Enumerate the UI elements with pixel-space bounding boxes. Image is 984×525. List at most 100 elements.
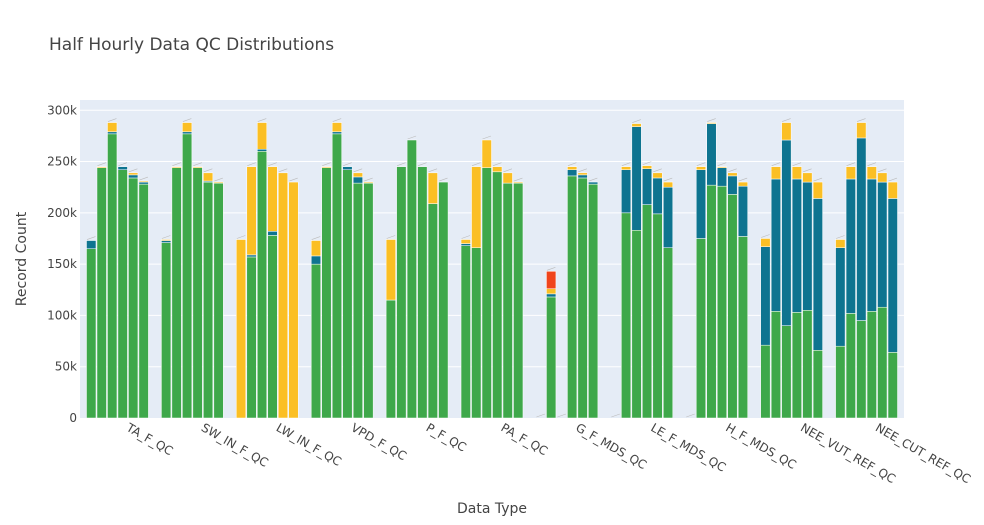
bar-segment — [696, 169, 706, 239]
bar-segment — [696, 166, 706, 171]
bar-segment — [331, 133, 342, 419]
bar-segment — [236, 239, 247, 419]
bar-total-annotation — [161, 235, 171, 239]
bar-total-annotation — [482, 135, 492, 140]
y-tick-label: 250k — [47, 155, 77, 169]
bar-segment — [760, 246, 771, 346]
bar-segment — [481, 167, 492, 419]
bar-total-annotation — [107, 118, 117, 122]
bar-segment — [182, 122, 193, 133]
bar-segment — [128, 172, 139, 176]
bar-segment — [791, 312, 802, 419]
bar-total-annotation — [588, 177, 598, 182]
bar-total-annotation — [546, 267, 556, 271]
bar-total-annotation — [567, 162, 577, 166]
x-tick-label: TA_F_QC — [123, 420, 175, 458]
bar-segment — [182, 131, 193, 135]
bar-segment — [760, 344, 771, 419]
bar-segment — [577, 172, 588, 176]
bar-segment — [460, 239, 471, 244]
bar-segment — [128, 174, 139, 179]
bar-segment — [363, 181, 374, 184]
x-tick-label: G_F_MDS_QC — [573, 420, 649, 472]
bar-segment — [331, 122, 342, 133]
bar-segment — [642, 204, 653, 419]
bar-total-annotation — [877, 168, 887, 173]
bar-segment — [567, 175, 578, 419]
bar-segment — [588, 183, 599, 419]
bar-total-annotation — [503, 168, 513, 173]
bar-segment — [727, 194, 738, 419]
bar-segment — [107, 133, 118, 419]
bar-segment — [171, 166, 182, 168]
bar-total-annotation — [118, 162, 128, 166]
bar-segment — [877, 172, 888, 183]
bar-segment — [716, 185, 727, 419]
bar-segment — [856, 137, 867, 321]
bar-segment — [812, 350, 823, 419]
bar-segment — [96, 166, 107, 168]
bar-segment — [770, 311, 781, 419]
bar-segment — [781, 325, 792, 419]
bar-total-annotation — [97, 162, 107, 166]
y-tick-label: 300k — [47, 103, 77, 117]
bar-segment — [128, 177, 139, 419]
bar-segment — [513, 181, 524, 184]
x-tick-label: SW_IN_F_QC — [199, 420, 271, 469]
bar-total-annotation — [332, 118, 342, 122]
bar-segment — [802, 310, 813, 419]
bar-segment — [652, 213, 663, 419]
x-tick-label: P_F_QC — [424, 420, 469, 454]
bar-segment — [288, 181, 299, 419]
bar-segment — [257, 151, 268, 419]
bar-total-annotation — [471, 162, 481, 166]
bar-segment — [727, 172, 738, 177]
bar-segment — [802, 181, 813, 311]
bar-segment — [845, 166, 856, 180]
bar-segment — [267, 166, 278, 232]
bar-segment — [696, 238, 706, 419]
bar-segment — [213, 181, 224, 184]
bar-total-annotation — [835, 235, 845, 239]
y-tick-label: 0 — [69, 411, 77, 425]
bar-total-annotation — [813, 177, 823, 182]
bar-segment — [213, 182, 224, 419]
bar-segment — [812, 198, 823, 351]
bar-segment — [621, 169, 632, 214]
bar-total-annotation — [203, 168, 213, 173]
bar-segment — [546, 271, 557, 289]
bar-total-annotation — [268, 162, 277, 166]
bar-total-annotation — [257, 118, 267, 122]
bar-segment — [417, 166, 428, 419]
bar-segment — [652, 177, 663, 215]
bar-total-annotation — [407, 135, 417, 140]
bar-segment — [396, 166, 407, 419]
bar-segment — [161, 242, 172, 419]
bar-segment — [182, 133, 193, 419]
bar-total-annotation — [888, 177, 898, 182]
bar-total-annotation — [611, 413, 620, 418]
bar-total-annotation — [792, 162, 802, 166]
bar-segment — [107, 131, 118, 135]
chart-title: Half Hourly Data QC Distributions — [49, 35, 334, 55]
bar-segment — [663, 247, 674, 419]
bar-segment — [321, 167, 332, 419]
bar-segment — [845, 178, 856, 314]
bar-segment — [471, 247, 482, 419]
bar-segment — [856, 122, 867, 139]
bar-segment — [502, 172, 513, 184]
y-tick-label: 200k — [47, 206, 77, 220]
bar-segment — [856, 320, 867, 419]
bar-segment — [546, 288, 557, 295]
bar-segment — [866, 166, 877, 180]
bar-segment — [278, 172, 288, 419]
bar-total-annotation — [738, 177, 748, 182]
bar-segment — [385, 299, 396, 419]
bar-segment — [791, 178, 802, 313]
bar-total-annotation — [761, 234, 770, 238]
bar-segment — [577, 174, 588, 179]
bar-segment — [716, 166, 727, 168]
bar-segment — [663, 181, 674, 188]
bar-total-annotation — [353, 168, 363, 173]
bar-total-annotation — [856, 118, 866, 122]
